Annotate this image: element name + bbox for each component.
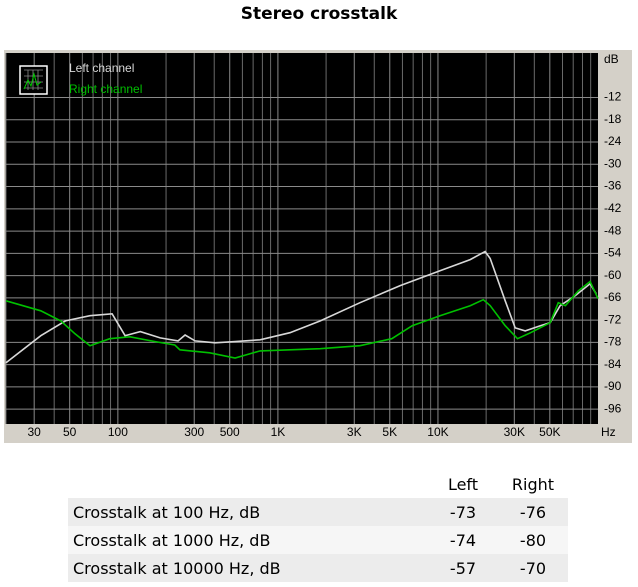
legend-entry: Left channel: [69, 61, 134, 75]
y-tick-label: -54: [604, 246, 622, 260]
cell: -70: [519, 558, 547, 578]
x-tick-label: 30K: [504, 425, 525, 439]
y-tick-label: -90: [604, 379, 622, 393]
table-row: Crosstalk at 100 Hz, dB -73 -76: [68, 498, 568, 526]
table-header: Left Right: [68, 470, 568, 498]
table-row: Crosstalk at 1000 Hz, dB -74 -80: [68, 526, 568, 554]
x-tick-label: 3K: [347, 425, 362, 439]
x-tick-label: 500: [220, 425, 240, 439]
cell: -76: [519, 502, 547, 522]
legend-entry: Right channel: [69, 82, 142, 96]
y-tick-label: -42: [604, 201, 622, 215]
cell: -73: [449, 502, 477, 522]
data-line: [5, 250, 597, 364]
x-tick-label: 10K: [427, 425, 448, 439]
row-label: Crosstalk at 100 Hz, dB: [73, 502, 261, 522]
x-tick-label: 1K: [271, 425, 286, 439]
y-tick-label: -36: [604, 179, 622, 193]
cell: -80: [519, 530, 547, 550]
x-tick-label: 300: [184, 425, 204, 439]
cell: -57: [449, 558, 477, 578]
y-tick-label: -48: [604, 223, 622, 237]
y-tick-label: -66: [604, 290, 622, 304]
x-tick-label: 100: [108, 425, 128, 439]
y-tick-label: -18: [604, 112, 622, 126]
y-tick-label: -96: [604, 401, 622, 415]
plot-area: [6, 53, 598, 424]
y-tick-label: -78: [604, 335, 622, 349]
y-tick-label: -72: [604, 312, 622, 326]
table-row: Crosstalk at 10000 Hz, dB -57 -70: [68, 554, 568, 582]
x-tick-label: 30: [28, 425, 42, 439]
cell: -74: [449, 530, 477, 550]
data-line: [5, 280, 599, 359]
results-table: Left Right Crosstalk at 100 Hz, dB -73 -…: [68, 470, 568, 582]
legend-icon: [19, 65, 48, 95]
y-tick-label: -12: [604, 90, 622, 104]
header-cell: Left: [447, 474, 479, 494]
x-tick-label: 50: [63, 425, 77, 439]
y-tick-label: -24: [604, 134, 622, 148]
chart: Stereo crosstalk dB Hz 30 50 100 300 500 1K 3K…: [4, 4, 632, 443]
y-tick-label: -60: [604, 268, 622, 282]
x-tick-label: 50K: [539, 425, 560, 439]
header-cell: Right: [511, 474, 555, 494]
y-tick-label: -84: [604, 357, 622, 371]
row-label: Crosstalk at 1000 Hz, dB: [73, 530, 271, 550]
x-tick-label: 5K: [382, 425, 397, 439]
chart-title: Stereo crosstalk: [241, 4, 398, 24]
y-tick-label: -30: [604, 156, 622, 170]
x-unit-label: Hz: [601, 425, 616, 439]
row-label: Crosstalk at 10000 Hz, dB: [73, 558, 281, 578]
y-unit-label: dB: [604, 52, 619, 66]
